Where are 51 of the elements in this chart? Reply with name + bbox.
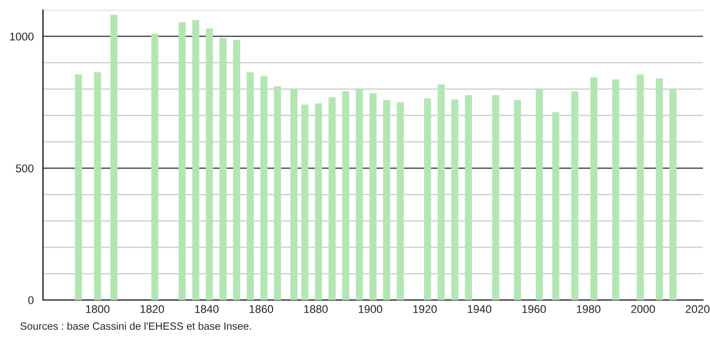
x-tick-label: 1920	[413, 305, 437, 314]
x-tick-label: 1860	[250, 305, 274, 314]
x-tick-label: 1820	[140, 305, 164, 314]
bar	[396, 102, 404, 300]
x-tick-label: 1940	[468, 305, 492, 314]
bar	[151, 34, 158, 300]
bar	[669, 89, 677, 300]
y-tick-label: 0	[28, 296, 34, 304]
bar	[206, 28, 213, 300]
x-tick-label: 1900	[358, 305, 382, 314]
bar	[536, 90, 543, 300]
bar	[424, 98, 432, 300]
bar	[492, 95, 500, 300]
y-tick-label: 500	[16, 164, 34, 172]
bar	[636, 74, 644, 300]
bar	[464, 95, 472, 300]
bar	[219, 38, 227, 300]
bar	[94, 72, 102, 300]
x-tick-label: 1800	[86, 305, 110, 314]
bar	[383, 100, 390, 300]
bar	[178, 22, 186, 300]
bar	[342, 91, 350, 300]
bar	[656, 78, 663, 300]
bar	[233, 40, 240, 300]
bar	[590, 77, 598, 300]
x-tick-label: 1880	[304, 305, 328, 314]
bar	[274, 86, 282, 300]
bar	[314, 103, 322, 300]
source-note: Sources : base Cassini de l'EHESS et base Insee.	[20, 322, 251, 330]
bar	[612, 79, 620, 300]
y-tick-label: 1000	[10, 32, 34, 40]
bar	[110, 14, 118, 300]
bar	[451, 99, 458, 300]
x-tick-label: 1840	[195, 305, 219, 314]
bar	[571, 91, 578, 300]
bar	[514, 100, 522, 300]
bar	[192, 20, 200, 300]
bar	[438, 84, 445, 300]
bar	[260, 76, 268, 300]
bar	[356, 88, 363, 300]
bar	[301, 104, 308, 300]
x-tick-label: 2020	[686, 305, 710, 314]
bar	[552, 112, 560, 300]
bar	[328, 97, 336, 300]
x-tick-label: 2000	[631, 305, 655, 314]
bar	[369, 93, 377, 300]
x-tick-label: 1960	[522, 305, 546, 314]
bar	[246, 72, 254, 300]
bar	[290, 89, 298, 300]
x-tick-label: 1980	[576, 305, 600, 314]
bar	[74, 74, 82, 300]
